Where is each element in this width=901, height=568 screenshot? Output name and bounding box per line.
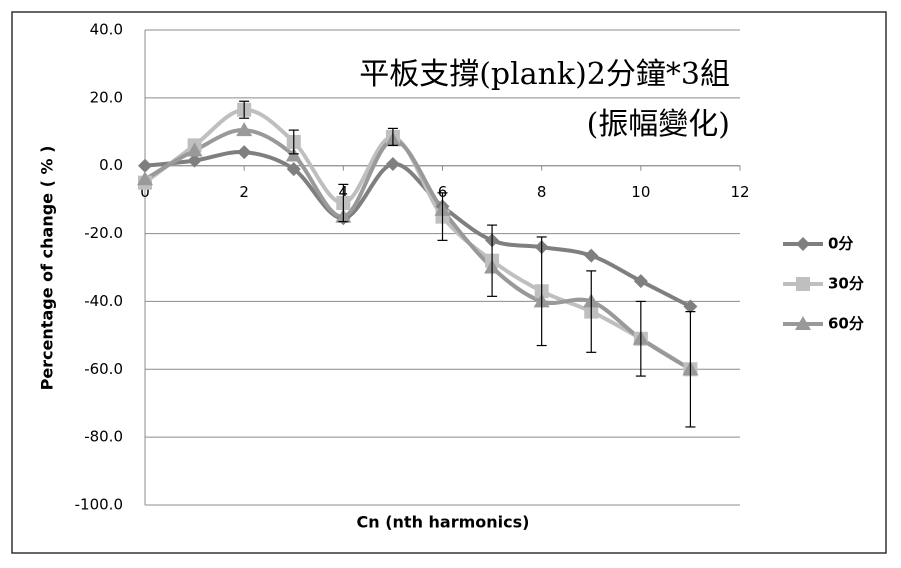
y-axis-label: Percentage of change ( % ) — [38, 146, 57, 391]
marker — [385, 157, 400, 172]
y-tick-label: -100.0 — [75, 496, 123, 514]
chart-title: 平板支撐(plank)2分鐘*3組 — [359, 57, 730, 92]
legend-label: 30分 — [828, 275, 864, 293]
x-tick-label: 8 — [537, 183, 547, 201]
legend-marker — [796, 277, 810, 291]
x-tick-label: 0 — [140, 183, 150, 201]
y-tick-label: -60.0 — [84, 360, 123, 378]
x-tick-label: 2 — [239, 183, 249, 201]
marker — [236, 122, 253, 137]
y-tick-label: -80.0 — [84, 428, 123, 446]
legend-label: 60分 — [828, 315, 864, 333]
y-tick-label: 20.0 — [90, 88, 123, 106]
marker — [237, 145, 252, 160]
marker — [285, 147, 302, 162]
marker — [137, 171, 153, 186]
x-tick-label: 6 — [438, 183, 448, 201]
x-tick-label: 10 — [631, 183, 650, 201]
y-tick-label: -40.0 — [84, 292, 123, 310]
marker — [633, 274, 648, 289]
y-tick-label: 40.0 — [90, 21, 123, 39]
marker — [186, 142, 203, 157]
marker — [683, 299, 698, 314]
marker — [138, 158, 152, 173]
marker — [286, 162, 301, 177]
x-tick-label: 12 — [730, 183, 749, 201]
marker — [584, 248, 599, 263]
chart-subtitle: (振幅變化) — [587, 107, 730, 142]
marker — [187, 153, 202, 168]
legend-marker — [796, 237, 810, 251]
legend-label: 0分 — [828, 235, 853, 253]
y-tick-label: -20.0 — [84, 224, 123, 242]
x-axis-label: Cn (nth harmonics) — [357, 513, 530, 532]
frame — [11, 11, 887, 554]
legend-marker — [795, 316, 811, 330]
y-tick-label: 0.0 — [99, 156, 123, 174]
